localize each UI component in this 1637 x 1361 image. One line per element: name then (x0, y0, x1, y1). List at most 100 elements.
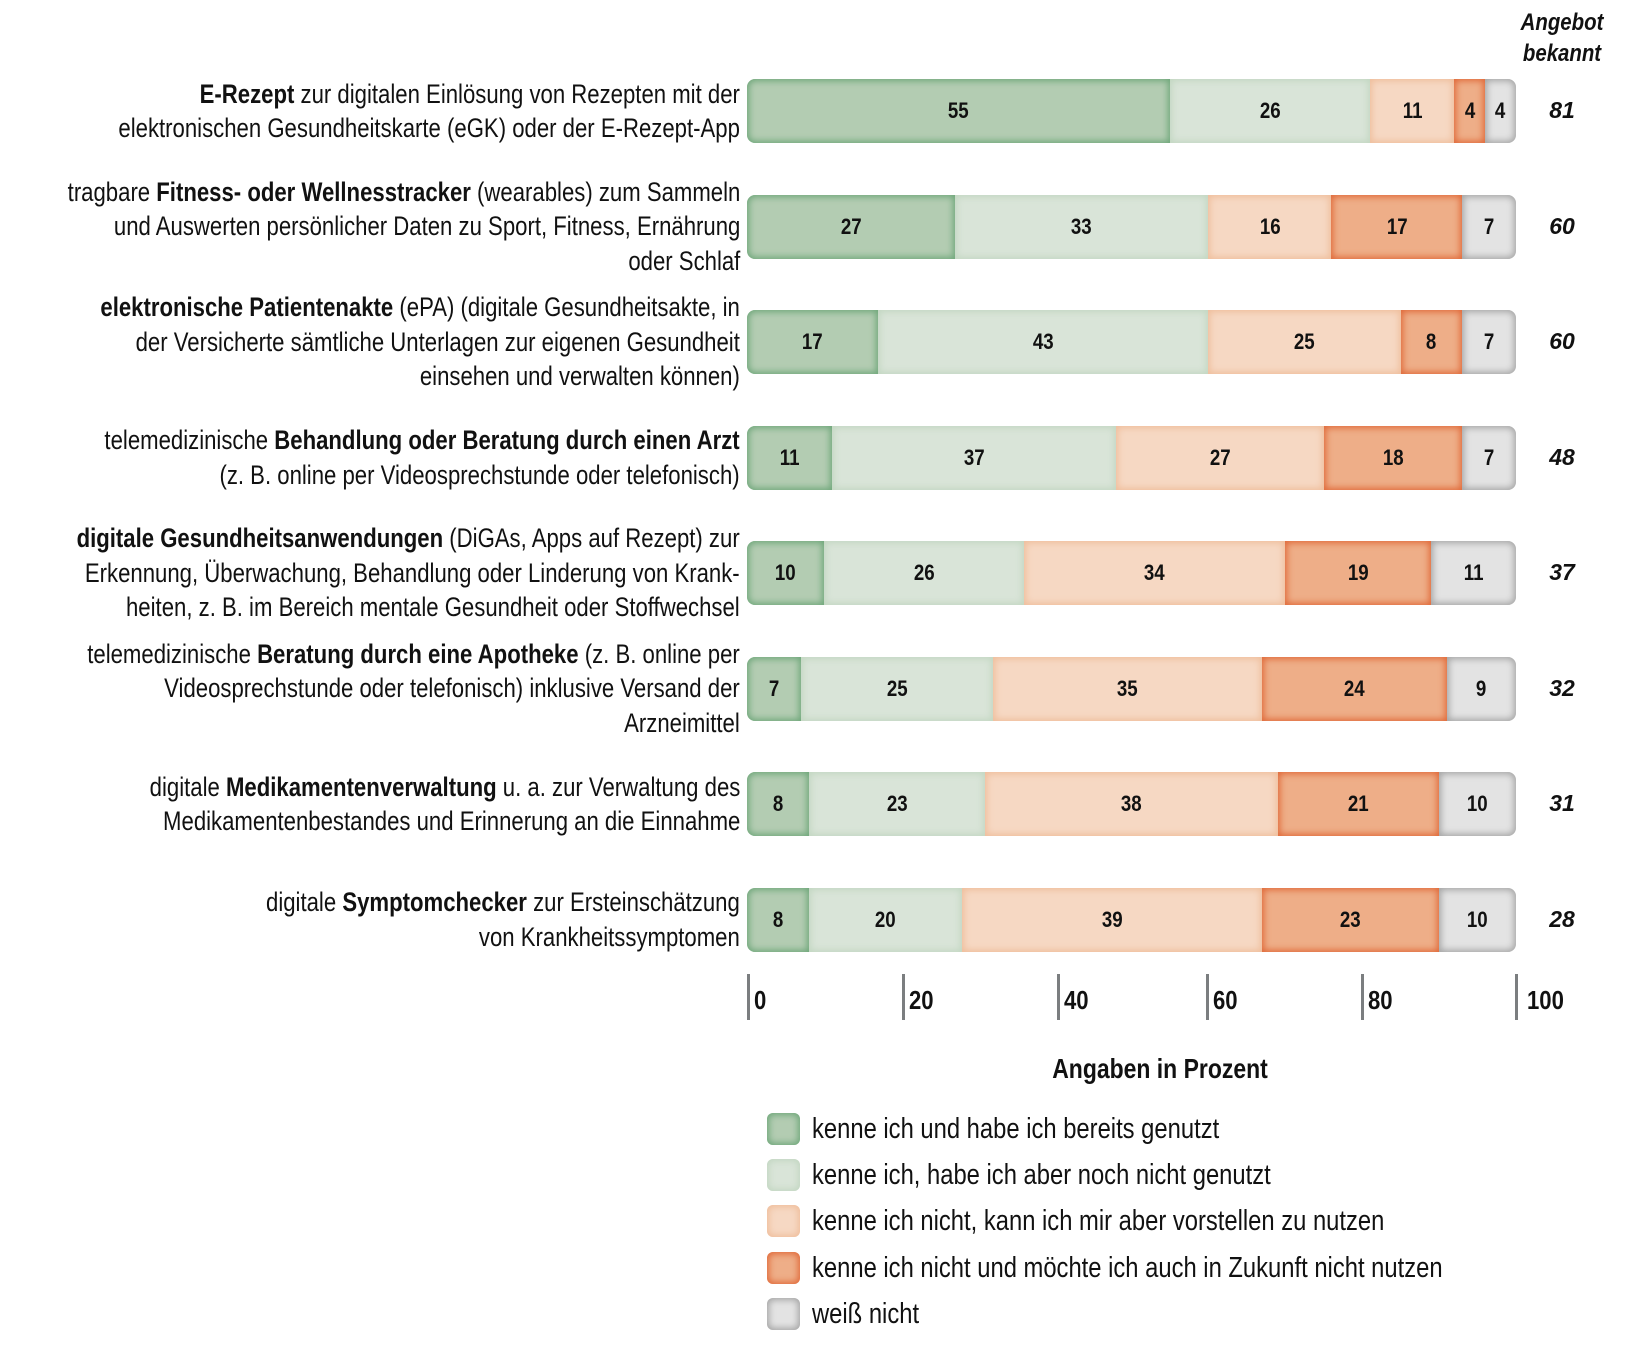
category-label-bold: Fitness- oder Wellnesstracker (155, 176, 471, 207)
x-tick-label: 100 (1527, 985, 1564, 1015)
bar-value-label: 39 (1101, 906, 1123, 932)
category-label-run: Arzneimittel (624, 707, 740, 738)
category-label-run: (ePA) (digitale Gesundheitsakte, in (393, 292, 740, 323)
bar-segment: 7 (1462, 310, 1516, 374)
category-label-run: Videosprechstunde oder telefonisch) inkl… (164, 673, 740, 704)
legend-label: kenne ich nicht, kann ich mir aber vorst… (812, 1205, 1385, 1237)
category-label-bold: Beratung durch eine Apotheke (257, 638, 579, 669)
bar-segment: 35 (993, 656, 1263, 721)
category-label-bold: Symptomchecker (342, 887, 528, 917)
bar-value-label: 7 (1483, 329, 1495, 354)
bar-segment: 26 (1169, 79, 1370, 143)
bar-segment: 18 (1323, 425, 1463, 490)
category-label-bold: elektronische Patientenakte (100, 292, 394, 323)
bar-segment: 20 (808, 887, 963, 952)
bar-value-label: 4 (1464, 98, 1476, 123)
category-label: telemedizinische Beratung durch eine Apo… (0, 637, 740, 741)
bar-segment: 19 (1285, 541, 1432, 605)
category-label-bold: Medikamentenverwaltung (225, 771, 497, 802)
bar-segment: 4 (1454, 79, 1486, 143)
legend-swatch (767, 1298, 800, 1330)
category-label-run: elektronischen Gesundheitskarte (eGK) od… (118, 113, 740, 143)
category-label-line: oder Schlaf (67, 244, 740, 279)
known-column-header: Angebot bekannt (1520, 7, 1605, 69)
legend-swatch (767, 1205, 800, 1237)
bar-value-label: 18 (1382, 444, 1404, 470)
category-label-line: telemedizinische Beratung durch eine Apo… (87, 637, 740, 672)
category-label-run: digitale (266, 887, 343, 917)
legend-label: weiß nicht (812, 1298, 920, 1330)
x-tick (1361, 974, 1364, 1020)
category-label-line: heiten, z. B. im Bereich mentale Gesundh… (77, 590, 740, 625)
bar-value-label: 26 (913, 560, 935, 585)
bar-value-label: 26 (1259, 98, 1281, 123)
category-label-text: telemedizinische Beratung durch eine Apo… (87, 637, 740, 741)
bar-value-label: 35 (1117, 675, 1139, 701)
category-label: tragbare Fitness- oder Wellnesstracker (… (0, 175, 740, 279)
x-tick (747, 974, 750, 1020)
bar-value-label: 33 (1071, 213, 1092, 239)
bar-value-label: 10 (1467, 906, 1488, 932)
category-label-run: einsehen und verwalten können) (419, 361, 740, 392)
category-label-line: digitale Medikamentenverwaltung u. a. zu… (149, 770, 740, 805)
category-label-line: und Auswerten persönlicher Daten zu Spor… (67, 209, 740, 244)
category-label-run: zur Ersteinschätzung (527, 887, 740, 917)
bar-segment: 8 (747, 772, 809, 836)
category-label-line: Arzneimittel (87, 706, 740, 741)
known-value: 32 (1549, 674, 1575, 701)
category-label-run: heiten, z. B. im Bereich mentale Gesundh… (126, 592, 741, 623)
x-tick-label: 0 (754, 985, 767, 1015)
bar-value-label: 27 (840, 213, 862, 239)
known-header-line-1: Angebot (1520, 9, 1604, 36)
category-label-line: elektronische Patientenakte (ePA) (digit… (101, 290, 740, 325)
bar-value-label: 25 (1294, 329, 1315, 354)
category-label-run: telemedizinische (104, 425, 275, 455)
category-label-text: digitale Symptomchecker zur Ersteinschät… (266, 885, 740, 954)
bar-value-label: 20 (875, 906, 896, 932)
category-label-line: (z. B. online per Videosprechstunde oder… (105, 458, 740, 493)
legend-swatch (767, 1113, 800, 1145)
bar-segment: 25 (800, 656, 994, 721)
bar-segment: 38 (985, 772, 1278, 836)
bar-value-label: 24 (1344, 675, 1365, 701)
bar-segment: 39 (962, 887, 1263, 952)
bar-segment: 11 (747, 425, 832, 490)
known-value: 81 (1549, 97, 1575, 123)
category-label-run: zur digitalen Einlösung von Rezepten mit… (294, 78, 740, 109)
legend-label: kenne ich nicht und möchte ich auch in Z… (812, 1252, 1443, 1284)
x-tick-label: 20 (909, 985, 934, 1015)
category-label-line: digitale Symptomchecker zur Ersteinschät… (266, 885, 740, 920)
bar-segment: 8 (747, 887, 809, 952)
known-value: 60 (1549, 328, 1575, 354)
bar-value-label: 7 (768, 675, 780, 701)
bar-segment: 26 (823, 541, 1024, 605)
bar-segment: 55 (747, 79, 1170, 143)
bar-segment: 24 (1262, 656, 1447, 721)
category-label-run: (wearables) zum Sammeln (470, 176, 740, 207)
bar-value-label: 9 (1476, 675, 1487, 701)
bar-segment: 10 (1439, 772, 1516, 836)
bar-value-label: 23 (886, 791, 908, 816)
bar-segment: 21 (1277, 772, 1440, 836)
bar-value-label: 4 (1495, 98, 1506, 123)
category-label-run: und Auswerten persönlicher Daten zu Spor… (113, 211, 740, 242)
category-label: telemedizinische Behandlung oder Beratun… (0, 423, 740, 492)
category-label: digitale Medikamentenverwaltung u. a. zu… (0, 770, 740, 839)
x-tick (1206, 974, 1209, 1020)
category-label-line: Medikamentenbestandes und Erinnerung an … (149, 804, 740, 839)
bar-value-label: 17 (1386, 213, 1408, 239)
category-label-line: elektronischen Gesundheitskarte (eGK) od… (119, 111, 740, 146)
legend-swatch (767, 1159, 800, 1191)
bar-segment: 7 (1462, 425, 1516, 490)
bar-value-label: 8 (1426, 329, 1437, 354)
category-label-run: der Versicherte sämtliche Unterlagen zur… (135, 326, 740, 357)
bar-segment: 17 (1331, 194, 1463, 259)
bar-value-label: 8 (772, 791, 783, 816)
category-label-run: Erkennung, Überwachung, Behandlung oder … (85, 557, 740, 588)
bar-value-label: 19 (1347, 560, 1369, 585)
category-label-run: oder Schlaf (627, 245, 740, 276)
bar-value-label: 11 (1402, 98, 1423, 123)
bar-segment: 10 (1439, 887, 1516, 952)
known-value: 60 (1549, 212, 1575, 239)
